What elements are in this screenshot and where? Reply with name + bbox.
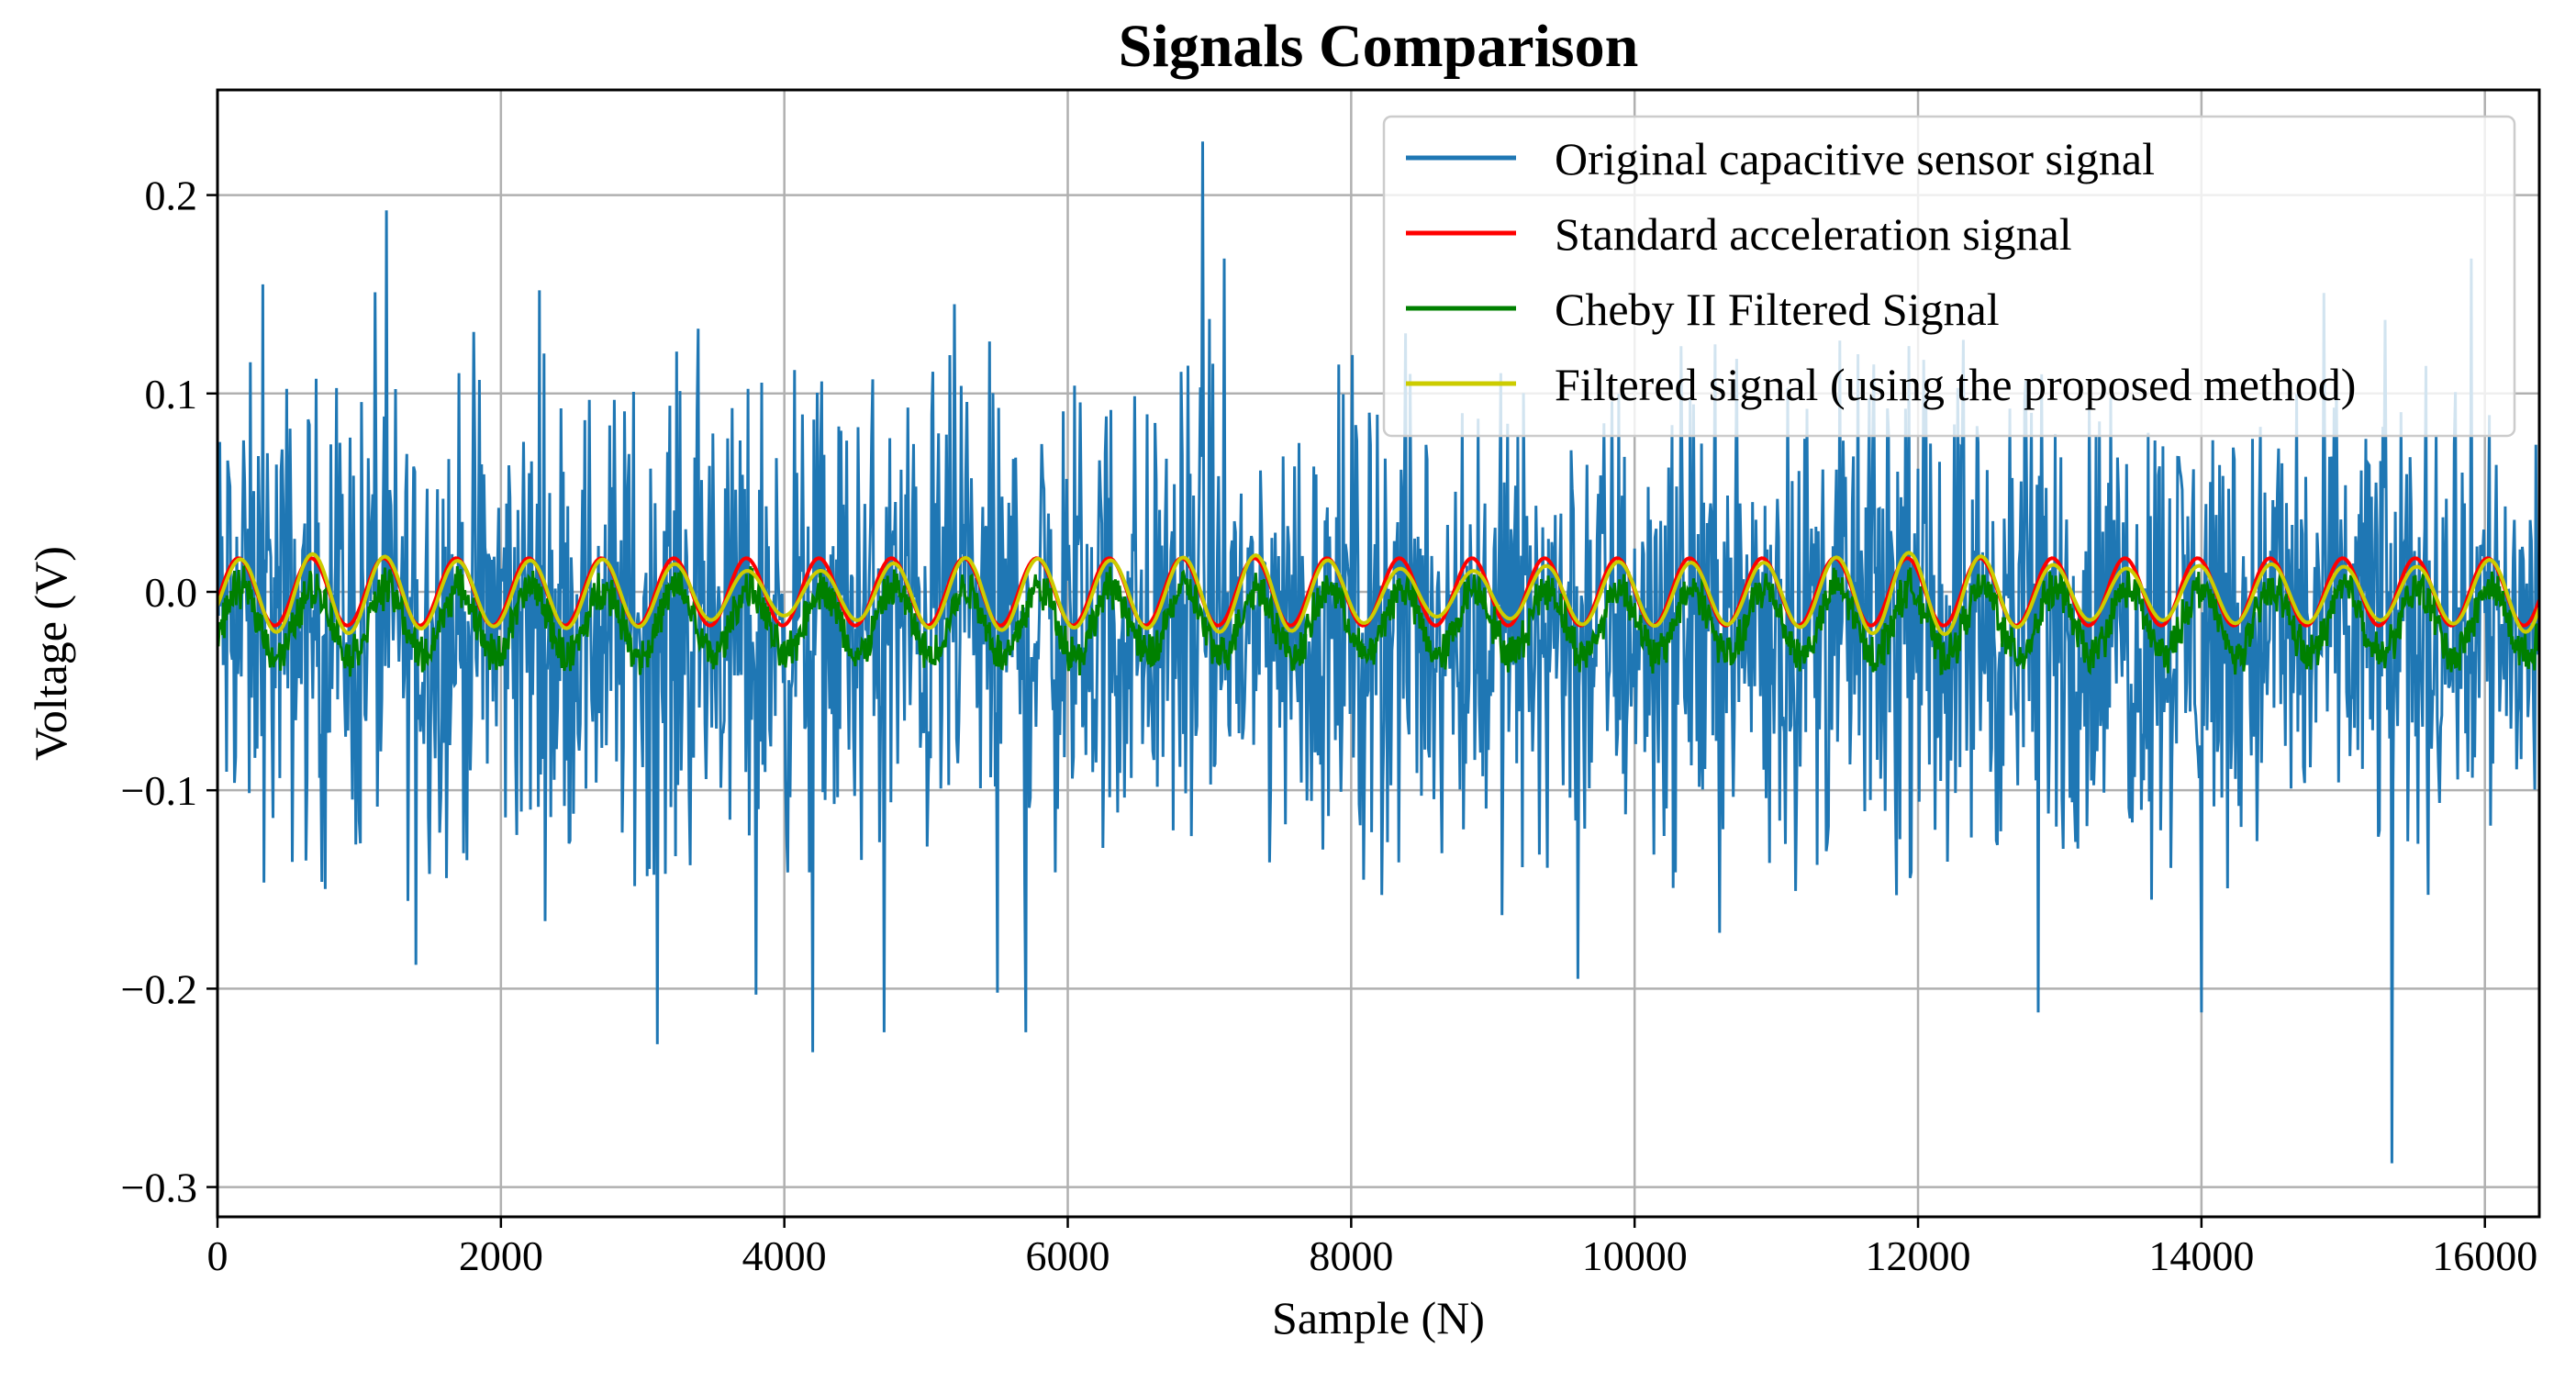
legend: Original capacitive sensor signal Standa…: [1382, 115, 2516, 438]
y-tick-label: −0.2: [121, 965, 197, 1012]
chart-title: Signals Comparison: [1119, 13, 1639, 80]
legend-label-proposed: Filtered signal (using the proposed meth…: [1555, 359, 2356, 410]
axis-ticks: 0 2000 4000 6000 8000 10000 12000 14000 16000 0.2…: [121, 173, 2538, 1279]
x-tick-label: 4000: [742, 1232, 827, 1279]
series-layer: [217, 141, 2539, 1164]
legend-box: [1382, 115, 2516, 438]
x-tick-label: 2000: [459, 1232, 543, 1279]
legend-label-standard: Standard acceleration signal: [1555, 208, 2072, 260]
series-proposed-filtered: [217, 551, 2539, 637]
y-tick-label: 0.0: [145, 569, 198, 616]
x-tick-label: 16000: [2432, 1232, 2537, 1279]
x-tick-label: 0: [207, 1232, 229, 1279]
x-tick-label: 12000: [1866, 1232, 1971, 1279]
y-tick-label: −0.1: [121, 767, 197, 814]
y-axis-label: Voltage (V): [25, 546, 76, 761]
x-axis-label: Sample (N): [1272, 1292, 1485, 1343]
y-tick-label: −0.3: [121, 1165, 197, 1211]
y-tick-label: 0.2: [145, 173, 198, 219]
y-tick-label: 0.1: [145, 371, 198, 418]
x-tick-label: 6000: [1026, 1232, 1110, 1279]
x-tick-label: 14000: [2148, 1232, 2254, 1279]
series-cheby-filtered: [217, 565, 2539, 677]
plot-frame: [216, 88, 2541, 1219]
x-tick-label: 10000: [1582, 1232, 1688, 1279]
x-tick-label: 8000: [1309, 1232, 1393, 1279]
legend-label-original: Original capacitive sensor signal: [1555, 133, 2155, 184]
legend-label-cheby: Cheby II Filtered Signal: [1555, 284, 2000, 335]
